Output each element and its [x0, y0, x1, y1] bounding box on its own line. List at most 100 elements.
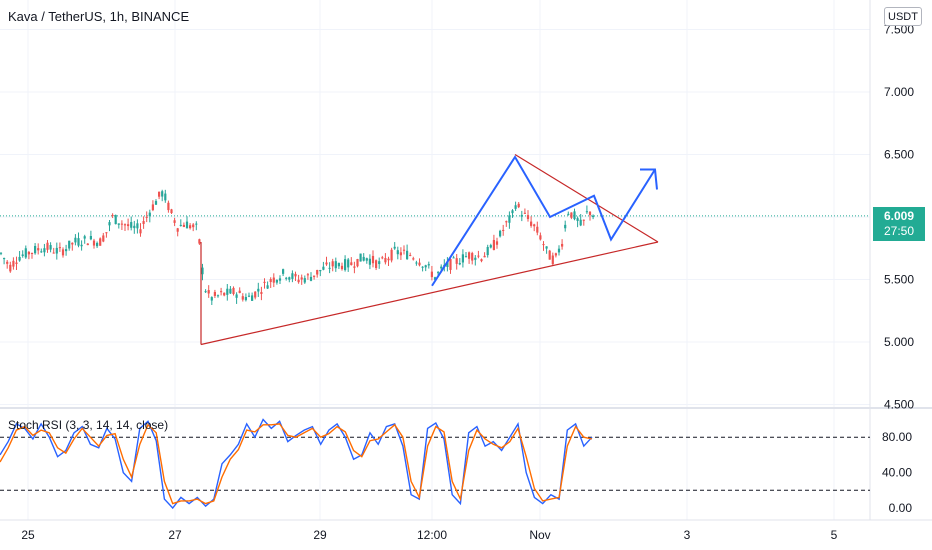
candle-body [49, 245, 52, 250]
candle-body [99, 238, 102, 246]
candle-body [173, 220, 176, 223]
time-tick-label: 29 [313, 528, 327, 542]
candle-body [530, 221, 533, 226]
candle-body [145, 216, 148, 218]
price-tick-label: 6.500 [884, 148, 914, 162]
candle-body [340, 265, 344, 270]
candle-body [561, 243, 564, 247]
candle-body [89, 236, 92, 240]
candle-body [368, 258, 371, 265]
candle-body [241, 296, 244, 300]
candle-body [80, 244, 83, 247]
candle-body [278, 278, 282, 281]
candle-body [396, 250, 399, 255]
candle-body [154, 201, 158, 205]
trendline-support [200, 241, 659, 346]
candle-body [421, 266, 424, 268]
time-tick-label: 25 [21, 528, 35, 542]
candle-body [210, 297, 213, 301]
time-tick-label: 5 [831, 528, 838, 542]
candle-body [43, 248, 46, 253]
candle-body [344, 259, 347, 271]
candle-body [55, 247, 58, 254]
stoch-k-line [0, 418, 593, 510]
candle-body [313, 275, 316, 277]
candle-body [523, 212, 526, 214]
candle-body [322, 266, 325, 270]
candle-body [468, 252, 471, 259]
candle-body [164, 193, 167, 201]
candle-body [117, 223, 120, 225]
candle-body [179, 224, 182, 226]
projection-arrowhead [640, 168, 658, 190]
candle-body [130, 222, 133, 228]
candle-body [356, 259, 359, 267]
candle-body [120, 223, 123, 225]
candle-body [294, 273, 297, 277]
candle-body [564, 224, 567, 229]
candle-body [393, 246, 396, 249]
time-tick-label: 12:00 [417, 528, 447, 542]
candle-body [34, 245, 37, 254]
candle-body [319, 270, 322, 272]
candle-body [499, 230, 502, 237]
candle-body [430, 271, 433, 278]
candle-body [223, 292, 226, 296]
current-price-badge: 6.009 27:50 [873, 207, 925, 241]
candle-body [220, 291, 223, 293]
candle-body [213, 291, 216, 296]
candle-body [489, 245, 492, 248]
candle-body [495, 241, 499, 245]
candle-body [6, 261, 9, 264]
candle-body [71, 242, 74, 245]
candle-body [545, 246, 548, 249]
candle-body [201, 267, 204, 275]
candle-body [570, 212, 573, 218]
candle-body [300, 277, 303, 280]
candle-body [551, 255, 554, 265]
candle-body [474, 257, 477, 260]
candle-body [235, 294, 238, 298]
candle-body [325, 262, 328, 265]
candle-body [226, 288, 229, 295]
candle-body [232, 287, 235, 295]
currency-button[interactable]: USDT [884, 7, 922, 26]
candle-body [185, 221, 189, 229]
candle-body [437, 272, 440, 274]
candle-body [12, 260, 15, 267]
candle-body [576, 218, 579, 221]
candle-body [260, 292, 263, 294]
time-tick-label: Nov [529, 528, 550, 542]
candle-body [331, 261, 334, 267]
candle-body [334, 261, 337, 269]
candle-body [40, 251, 43, 253]
candle-body [92, 240, 96, 246]
candle-body [263, 281, 266, 283]
candle-body [464, 256, 468, 258]
candles [0, 189, 595, 305]
candle-body [514, 205, 517, 209]
candle-body [111, 214, 114, 216]
candle-body [446, 261, 449, 268]
candle-body [9, 264, 12, 272]
candle-body [189, 225, 192, 229]
candle-body [285, 277, 288, 279]
candle-body [347, 259, 350, 268]
candle-body [195, 223, 198, 225]
candle-body [244, 296, 247, 301]
candle-body [483, 255, 486, 258]
candle-body [52, 252, 55, 254]
trendline-resistance [514, 153, 659, 243]
candle-body [291, 273, 294, 279]
candle-body [306, 274, 309, 276]
candle-body [139, 229, 142, 234]
candle-body [68, 240, 71, 249]
candle-body [402, 249, 406, 251]
candle-body [409, 254, 412, 256]
candle-body [471, 253, 474, 261]
candle-body [337, 263, 340, 267]
candle-body [511, 210, 514, 214]
candle-body [375, 260, 378, 269]
candle-body [123, 224, 127, 226]
